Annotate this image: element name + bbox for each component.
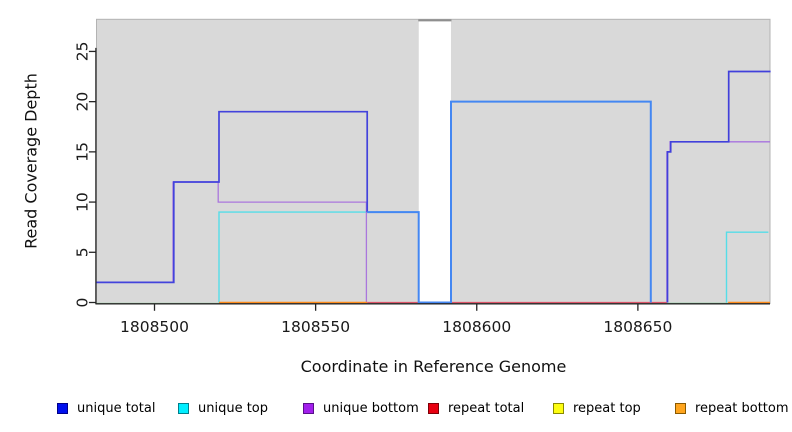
no-data-gap [418, 20, 451, 304]
y-tick-label: 15 [73, 142, 91, 162]
x-axis-label: Coordinate in Reference Genome [300, 357, 567, 376]
y-axis-label: Read Coverage Depth [21, 73, 41, 249]
y-tick-label: 5 [73, 247, 91, 257]
x-tick-label: 1808550 [281, 318, 350, 336]
series-line-unique-top-left [218, 211, 419, 303]
y-tick-label: 10 [73, 192, 91, 212]
series-line-unique-top-right [725, 231, 769, 303]
series-line-unique-total-mid [367, 100, 652, 304]
x-tick-label: 1808600 [442, 318, 511, 336]
x-tick-label: 1808500 [120, 318, 189, 336]
x-tick-label: 1808650 [603, 318, 672, 336]
series-line-unique-total-left [96, 110, 369, 284]
y-tick-label: 0 [74, 298, 92, 308]
y-tick-label: 20 [74, 92, 92, 112]
series-line-unique-total-right [666, 70, 771, 303]
y-tick-label: 25 [74, 42, 92, 62]
